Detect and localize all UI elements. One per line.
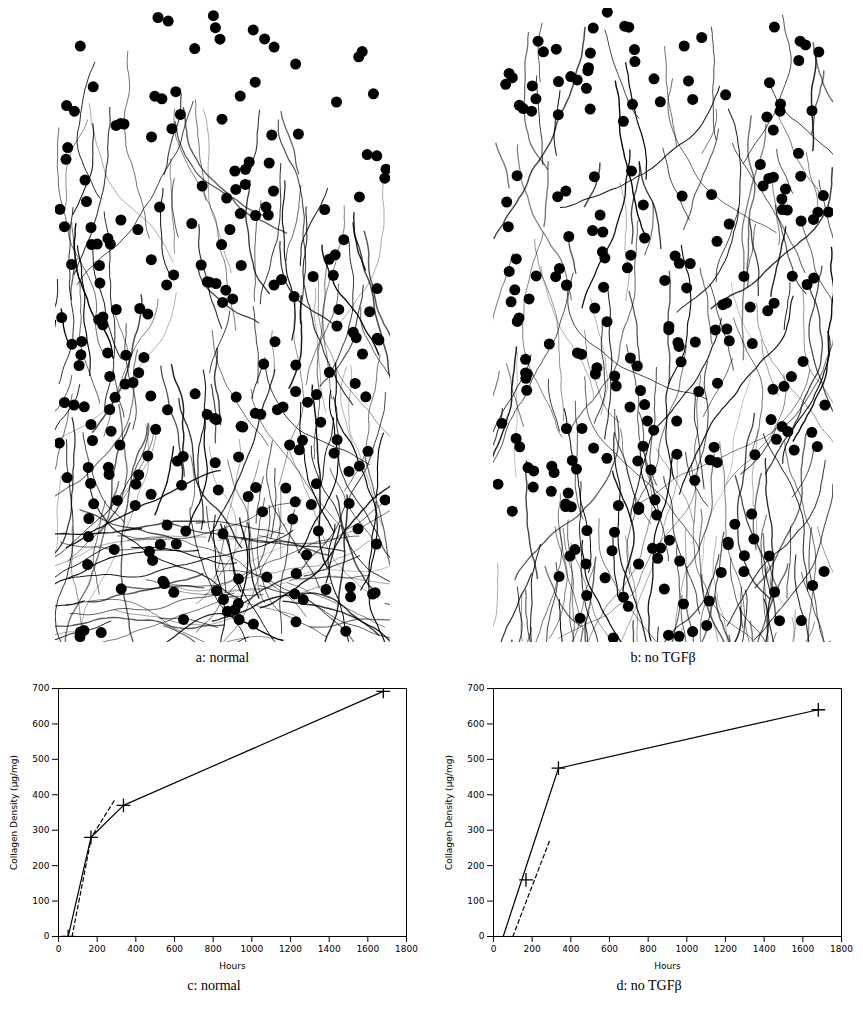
svg-text:400: 400 [127, 944, 144, 954]
svg-text:700: 700 [32, 683, 49, 693]
svg-text:300: 300 [32, 825, 49, 835]
svg-text:200: 200 [524, 944, 541, 954]
svg-text:700: 700 [467, 683, 484, 693]
svg-text:1000: 1000 [675, 944, 698, 954]
svg-text:400: 400 [562, 944, 579, 954]
svg-text:1200: 1200 [279, 944, 302, 954]
html-text:d: no TGFβ: d: no TGFβ [616, 978, 682, 993]
html-text:c: normal: c: normal [187, 978, 241, 993]
svg-text:800: 800 [640, 944, 657, 954]
svg-text:Collagen Density (μg/mg): Collagen Density (μg/mg) [9, 755, 19, 870]
svg-text:Hours: Hours [654, 961, 681, 971]
svg-text:0: 0 [44, 931, 50, 941]
svg-text:1800: 1800 [395, 944, 418, 954]
svg-text:100: 100 [467, 896, 484, 906]
svg-text:1600: 1600 [356, 944, 379, 954]
svg-text:800: 800 [205, 944, 222, 954]
svg-text:600: 600 [166, 944, 183, 954]
svg-text:0: 0 [491, 944, 497, 954]
svg-text:1000: 1000 [240, 944, 263, 954]
svg-text:600: 600 [32, 719, 49, 729]
svg-text:500: 500 [467, 754, 484, 764]
svg-text:1400: 1400 [318, 944, 341, 954]
svg-text:500: 500 [32, 754, 49, 764]
svg-text:400: 400 [467, 790, 484, 800]
svg-text:1400: 1400 [753, 944, 776, 954]
svg-text:300: 300 [467, 825, 484, 835]
svg-text:0: 0 [56, 944, 62, 954]
svg-text:600: 600 [601, 944, 618, 954]
svg-text:Hours: Hours [219, 961, 246, 971]
svg-text:200: 200 [467, 861, 484, 871]
svg-text:a: normal: a: normal [196, 650, 249, 665]
svg-text:400: 400 [32, 790, 49, 800]
svg-text:b: no TGFβ: b: no TGFβ [630, 650, 695, 665]
svg-text:200: 200 [32, 861, 49, 871]
svg-text:0: 0 [479, 931, 485, 941]
svg-text:200: 200 [89, 944, 106, 954]
svg-text:1600: 1600 [791, 944, 814, 954]
svg-text:Collagen Density (μg/mg): Collagen Density (μg/mg) [444, 755, 454, 870]
svg-text:1800: 1800 [830, 944, 853, 954]
svg-text:600: 600 [467, 719, 484, 729]
svg-text:1200: 1200 [714, 944, 737, 954]
svg-text:100: 100 [32, 896, 49, 906]
